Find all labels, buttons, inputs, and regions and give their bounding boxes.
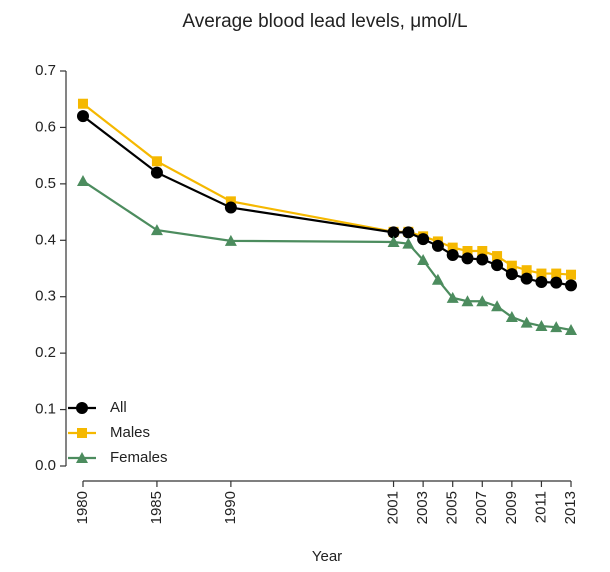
data-point: [550, 321, 563, 333]
x-tick-label: 1990: [222, 491, 239, 524]
x-tick-label: 2001: [385, 491, 402, 524]
data-point: [461, 295, 474, 307]
data-point: [476, 253, 489, 266]
data-point: [224, 234, 237, 246]
legend-marker: [76, 452, 88, 463]
data-point: [505, 268, 518, 281]
data-point: [77, 98, 88, 109]
data-point: [431, 273, 444, 285]
data-point: [491, 259, 504, 272]
series-line: [82, 102, 572, 276]
y-tick-label: 0.1: [35, 401, 56, 418]
x-tick-label: 2003: [414, 491, 431, 524]
x-tick-label: 2011: [532, 491, 549, 523]
data-point: [492, 251, 503, 262]
legend-marker: [77, 428, 87, 438]
data-point: [550, 276, 563, 289]
series-line: [82, 115, 572, 287]
data-point: [566, 269, 577, 280]
x-tick-label: 1980: [74, 491, 91, 524]
chart-title: Average blood lead levels, μmol/L: [182, 11, 467, 32]
y-tick-label: 0.3: [35, 288, 56, 305]
data-point: [150, 166, 163, 179]
data-point: [565, 279, 578, 292]
data-point: [520, 316, 533, 328]
y-tick-label: 0.0: [35, 457, 56, 474]
data-point: [520, 272, 533, 285]
data-point: [477, 246, 488, 257]
y-tick-label: 0.5: [35, 175, 56, 192]
legend-label: All: [110, 399, 127, 416]
data-point: [431, 239, 444, 252]
data-point: [462, 246, 473, 257]
data-point: [224, 201, 237, 214]
data-point: [76, 175, 89, 187]
x-axis-label: Year: [312, 548, 342, 565]
y-tick-label: 0.2: [35, 344, 56, 361]
data-point: [387, 235, 400, 247]
series-line: [82, 180, 572, 332]
x-tick-label: 2013: [562, 491, 579, 524]
data-point: [536, 268, 547, 279]
data-point: [417, 254, 430, 266]
data-point: [387, 226, 400, 239]
legend-label: Males: [110, 424, 150, 441]
data-point: [551, 268, 562, 279]
y-tick-label: 0.7: [35, 62, 56, 79]
data-point: [535, 320, 548, 332]
data-point: [565, 324, 578, 336]
data-point: [402, 237, 415, 249]
data-point: [491, 300, 504, 312]
data-point: [446, 291, 459, 303]
x-tick-label: 2007: [473, 491, 490, 524]
y-tick-label: 0.4: [35, 231, 56, 248]
legend-marker: [76, 402, 88, 414]
data-point: [506, 260, 517, 271]
legend-label: Females: [110, 449, 168, 466]
data-point: [505, 311, 518, 323]
data-point: [417, 233, 430, 246]
data-point: [535, 276, 548, 289]
data-point: [151, 156, 162, 167]
data-point: [225, 196, 236, 207]
y-tick-label: 0.6: [35, 118, 56, 135]
data-point: [521, 265, 532, 276]
data-point: [447, 242, 458, 253]
data-point: [150, 224, 163, 236]
data-point: [476, 295, 489, 307]
data-point: [461, 252, 474, 265]
x-tick-label: 1985: [148, 491, 165, 524]
data-point: [446, 248, 459, 261]
x-tick-label: 2005: [444, 491, 461, 524]
x-tick-label: 2009: [503, 491, 520, 524]
data-point: [402, 226, 415, 239]
data-point: [76, 110, 89, 123]
